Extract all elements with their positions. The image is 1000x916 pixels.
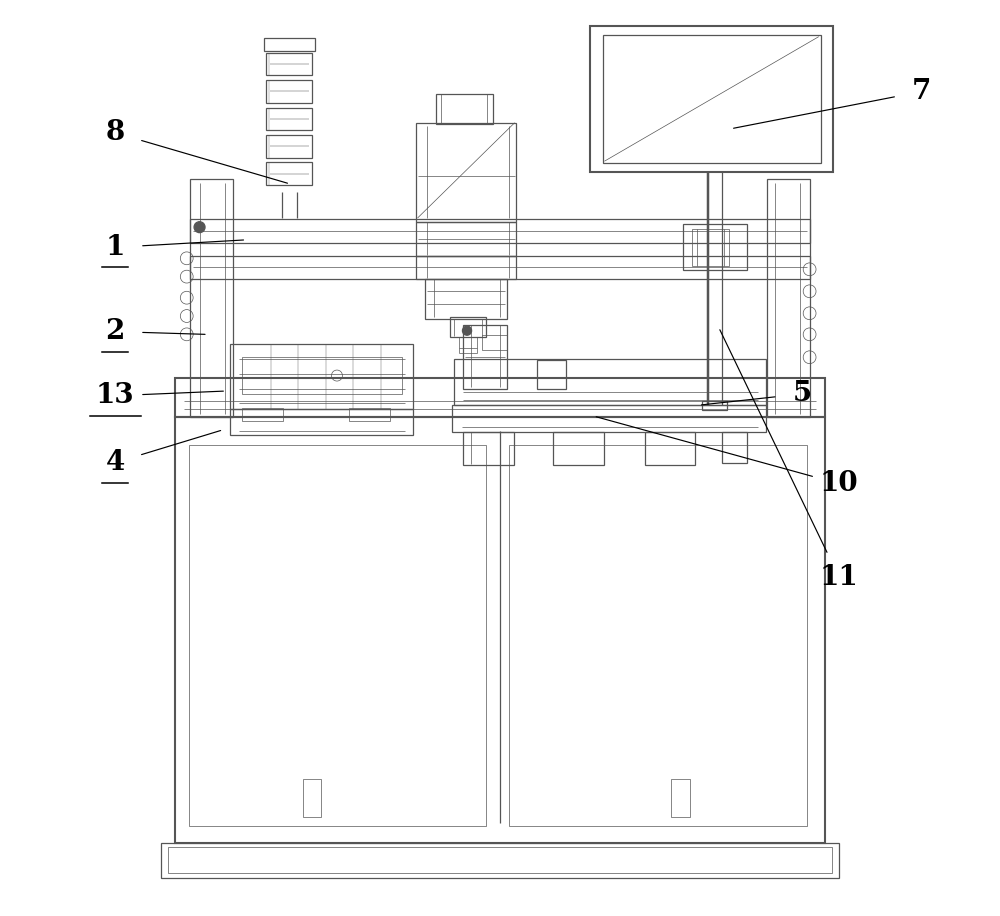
Bar [242, 357, 402, 394]
Bar [452, 405, 766, 432]
Bar [266, 135, 312, 158]
Bar [537, 360, 566, 389]
Bar [349, 408, 390, 421]
Bar [692, 229, 729, 266]
Bar [553, 432, 604, 465]
Bar [425, 279, 507, 319]
Bar [509, 445, 807, 826]
Bar [189, 445, 486, 826]
Bar [175, 378, 825, 417]
Text: 4: 4 [106, 449, 125, 476]
Bar [266, 162, 312, 185]
Bar [482, 335, 507, 350]
Bar [463, 325, 507, 389]
Bar [190, 219, 810, 243]
Bar [590, 26, 833, 172]
Bar [161, 843, 839, 878]
Bar [242, 408, 283, 421]
Bar [645, 432, 695, 465]
Bar [266, 107, 312, 130]
Bar [416, 123, 516, 222]
Bar [230, 409, 413, 435]
Text: 11: 11 [820, 563, 858, 591]
Bar [303, 779, 321, 817]
Text: 13: 13 [96, 382, 135, 409]
Text: 8: 8 [106, 119, 125, 147]
Bar [436, 94, 493, 124]
Bar [266, 80, 312, 103]
Text: 5: 5 [793, 380, 812, 408]
Bar [450, 317, 486, 337]
Bar [463, 432, 514, 465]
Bar [683, 224, 747, 270]
Bar [175, 417, 825, 843]
Bar [266, 52, 312, 75]
Bar [722, 432, 747, 463]
Text: 10: 10 [820, 470, 858, 497]
Bar [603, 35, 821, 163]
Circle shape [462, 326, 472, 335]
Bar [767, 179, 810, 417]
Text: 2: 2 [106, 318, 125, 345]
Bar [416, 256, 516, 279]
Bar [671, 779, 690, 817]
Circle shape [194, 222, 205, 233]
Bar [168, 847, 832, 873]
Text: 7: 7 [912, 78, 931, 105]
Bar [190, 256, 810, 279]
Bar [190, 179, 233, 417]
Bar [416, 222, 516, 256]
Bar [702, 401, 727, 410]
Bar [264, 38, 315, 51]
Bar [454, 359, 766, 405]
Bar [230, 344, 413, 409]
Text: 1: 1 [106, 234, 125, 261]
